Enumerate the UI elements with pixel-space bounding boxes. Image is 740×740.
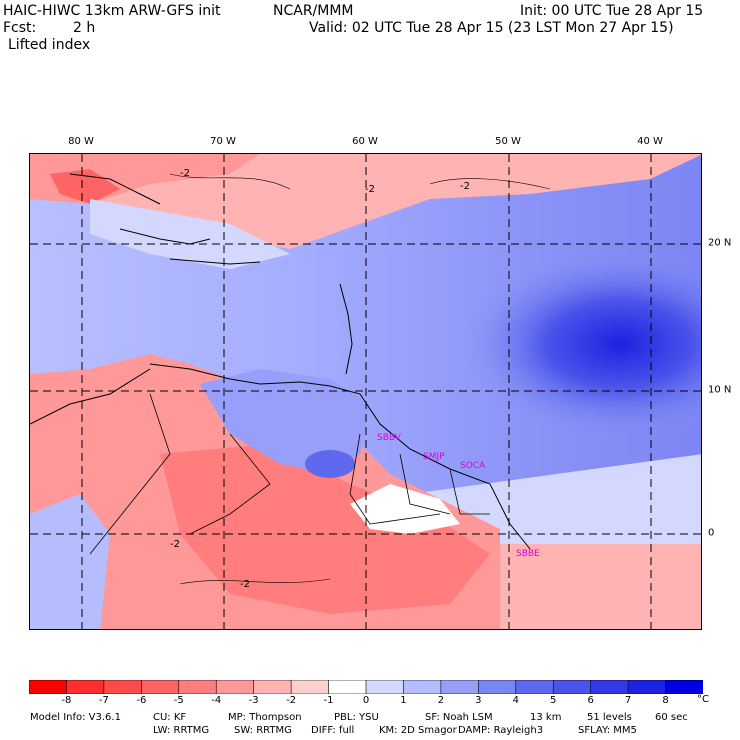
model-info-item: SFLAY: MM5: [578, 725, 637, 736]
lon-label-40w: 40 W: [637, 136, 663, 147]
graticule: [30, 154, 701, 629]
model-info-item: PBL: YSU: [334, 712, 379, 723]
field-name: Lifted index: [8, 37, 91, 53]
color-scale-label: 3: [475, 695, 482, 706]
model-info-item: 51 levels: [587, 712, 632, 723]
color-swatch-11: [440, 680, 480, 694]
model-info-item: Model Info: V3.6.1: [30, 712, 121, 723]
color-swatch-15: [590, 680, 629, 694]
andes-blue: [30, 494, 110, 629]
model-info-item: 60 sec: [655, 712, 688, 723]
contour-label-4: -2: [240, 579, 250, 590]
model-title: HAIC-HIWC 13km ARW-GFS init: [3, 3, 221, 19]
model-info-item: 13 km: [530, 712, 562, 723]
color-scale-label: -1: [323, 695, 334, 706]
color-swatch-4: [178, 680, 218, 694]
model-info-item: SF: Noah LSM: [425, 712, 493, 723]
lon-label-80w: 80 W: [68, 136, 94, 147]
caribbean-light: [90, 199, 290, 269]
country-borders: [89, 393, 490, 555]
lon-label-60w: 60 W: [352, 136, 378, 147]
color-scale-label: 5: [550, 695, 557, 706]
color-scale-label: -2: [286, 695, 297, 706]
color-scale-label: 0: [362, 695, 370, 706]
southeast-pink: [500, 544, 701, 629]
color-swatch-13: [515, 680, 555, 694]
color-scale-bar: [29, 680, 703, 694]
contour-label-1: -2: [180, 168, 190, 179]
color-scale-label: 2: [437, 695, 445, 706]
lifted-index-map: -2 -2 -2 -2 -2: [29, 153, 702, 630]
guiana-blue: [200, 369, 370, 474]
color-swatch-7: [290, 680, 330, 694]
guiana-white: [350, 484, 460, 534]
contour-label-2: -2: [460, 181, 470, 192]
forecast-label: Fcst:: [3, 20, 37, 36]
lat-label-20n: 20 N: [708, 237, 732, 249]
station-smjp: SMJP: [423, 452, 445, 462]
init-time: Init: 00 UTC Tue 28 Apr 15: [520, 3, 704, 19]
valid-time: Valid: 02 UTC Tue 28 Apr 15 (23 LST Mon …: [309, 20, 674, 36]
color-scale-label: 8: [662, 695, 669, 706]
station-sbbe: SBBE: [516, 549, 540, 559]
color-swatch-9: [365, 680, 405, 694]
color-scale-label: -4: [211, 695, 222, 706]
model-info-item: CU: KF: [153, 712, 187, 723]
contours: [169, 173, 551, 585]
color-scale-label: 7: [624, 695, 632, 706]
organization-label: NCAR/MMM: [273, 3, 354, 19]
color-swatch-8: [328, 680, 367, 694]
lon-label-50w: 50 W: [495, 136, 521, 147]
color-swatch-0: [29, 680, 68, 694]
amazon-red: [160, 444, 490, 614]
model-info-item: LW: RRTMG: [153, 725, 210, 736]
color-swatch-17: [665, 680, 703, 694]
color-swatch-10: [403, 680, 442, 694]
lon-label-70w: 70 W: [210, 136, 236, 147]
color-scale-label: -8: [61, 695, 72, 706]
color-scale-label: 4: [512, 695, 519, 706]
model-info-item: SW: RRTMG: [234, 725, 292, 736]
color-swatch-12: [478, 680, 517, 694]
color-scale-label: 6: [587, 695, 594, 706]
coastlines: [30, 173, 531, 550]
contour-label-5: -2: [170, 539, 180, 550]
color-swatch-2: [103, 680, 143, 694]
color-scale-label: -3: [248, 695, 259, 706]
color-scale-label: -6: [136, 695, 147, 706]
model-info-item: DIFF: full: [311, 725, 355, 736]
color-swatch-1: [66, 680, 105, 694]
color-swatch-6: [253, 680, 292, 694]
lat-label-equator: 0: [708, 527, 715, 539]
lat-label-10n: 10 N: [708, 384, 732, 396]
station-sbbv: SBBV: [377, 433, 401, 443]
blue-spot: [305, 450, 355, 478]
color-scale-label: -7: [98, 695, 109, 706]
model-info-item: DAMP: Rayleigh3: [458, 725, 544, 736]
contour-label-3: -2: [365, 184, 375, 195]
blue-core: [460, 249, 701, 439]
color-scale-label: -5: [173, 695, 184, 706]
forecast-value: 2 h: [73, 20, 96, 36]
model-info-item: MP: Thompson: [228, 712, 302, 723]
color-swatch-16: [627, 680, 667, 694]
map-canvas: -2 -2 -2 -2 -2: [30, 154, 701, 629]
unit-label: °C: [697, 694, 709, 705]
color-swatch-5: [215, 680, 255, 694]
color-swatch-14: [552, 680, 592, 694]
station-soca: SOCA: [460, 461, 486, 471]
model-info-item: KM: 2D Smagor: [379, 725, 457, 736]
color-scale-label: 1: [400, 695, 407, 706]
color-swatch-3: [141, 680, 180, 694]
